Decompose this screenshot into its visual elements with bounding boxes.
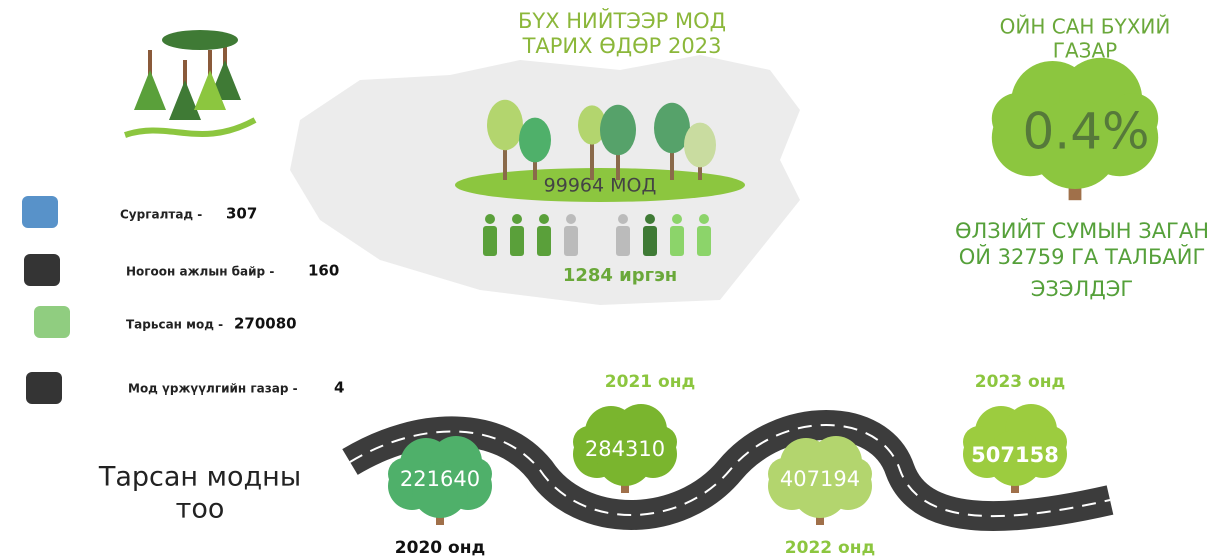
person-head bbox=[512, 214, 522, 224]
planted-title: Тарсан модны bbox=[98, 462, 301, 493]
trunk bbox=[670, 138, 674, 180]
foliage bbox=[1030, 99, 1120, 189]
decor bbox=[22, 30, 1159, 531]
trunk bbox=[533, 150, 537, 180]
trunk bbox=[698, 155, 702, 180]
year-value: 407194 bbox=[780, 467, 860, 491]
pine bbox=[194, 70, 226, 110]
stat-icon bbox=[24, 254, 60, 286]
person-head bbox=[699, 214, 709, 224]
stat-label: Тарьсан мод - bbox=[126, 318, 223, 332]
foliage bbox=[597, 430, 653, 486]
forest-desc: ОЙ 32759 ГА ТАЛБАЙГ bbox=[959, 244, 1206, 269]
citizens-count: 1284 иргэн bbox=[563, 265, 677, 286]
stat-label: Мод үржүүлгийн газар - bbox=[128, 382, 298, 396]
person-head bbox=[566, 214, 576, 224]
tree bbox=[600, 104, 636, 156]
foliage bbox=[1107, 93, 1159, 145]
year-label: 2023 онд bbox=[975, 372, 1065, 392]
person-body bbox=[483, 226, 497, 256]
stat-icon bbox=[26, 372, 62, 404]
trunk bbox=[616, 140, 620, 180]
year-label: 2022 онд bbox=[785, 538, 875, 558]
trunk bbox=[503, 135, 507, 180]
foliage bbox=[963, 426, 995, 458]
person-body bbox=[510, 226, 524, 256]
stat-value: 4 bbox=[334, 379, 344, 397]
year-label: 2020 онд bbox=[395, 538, 485, 558]
person-head bbox=[485, 214, 495, 224]
forest-title: ГАЗАР bbox=[1053, 39, 1117, 63]
year-value: 284310 bbox=[585, 437, 665, 461]
foliage bbox=[840, 458, 872, 490]
tree bbox=[684, 122, 716, 168]
stat-label: Ногоон ажлын байр - bbox=[126, 265, 274, 279]
foliage bbox=[645, 426, 677, 458]
foliage bbox=[412, 462, 468, 518]
pine bbox=[169, 80, 201, 120]
stat-value: 307 bbox=[226, 205, 257, 223]
tree bbox=[487, 99, 523, 151]
forest-desc: ӨЛЗИЙТ СУМЫН ЗАГАН bbox=[955, 218, 1209, 243]
year-value: 221640 bbox=[400, 467, 480, 491]
road-line bbox=[349, 424, 1111, 517]
planted-title: тоо bbox=[176, 494, 225, 525]
forest-title: ОЙН САН БҮХИЙ bbox=[1000, 15, 1171, 39]
foliage bbox=[987, 430, 1043, 486]
stat-value: 270080 bbox=[234, 315, 297, 333]
person-body bbox=[616, 226, 630, 256]
person-body bbox=[670, 226, 684, 256]
person-body bbox=[643, 226, 657, 256]
stat-value: 160 bbox=[308, 262, 339, 280]
foliage bbox=[768, 458, 800, 490]
stat-label: Сургалтад - bbox=[120, 208, 202, 222]
canopy bbox=[162, 30, 238, 50]
foliage bbox=[991, 93, 1043, 145]
foliage bbox=[388, 458, 420, 490]
year-label: 2021 онд bbox=[605, 372, 695, 392]
foliage bbox=[1035, 426, 1067, 458]
foliage bbox=[573, 426, 605, 458]
tree bbox=[654, 102, 690, 154]
title: ТАРИХ ӨДӨР 2023 bbox=[522, 34, 722, 58]
person-head bbox=[645, 214, 655, 224]
year-trees bbox=[388, 404, 1067, 525]
trunk bbox=[590, 135, 594, 180]
person-body bbox=[564, 226, 578, 256]
tree bbox=[578, 105, 606, 145]
forest-share: 0.4% bbox=[1022, 103, 1149, 161]
path bbox=[124, 117, 257, 138]
person-body bbox=[697, 226, 711, 256]
stat-icon bbox=[22, 196, 58, 228]
title: БҮХ НИЙТЭЭР МОД bbox=[518, 8, 726, 33]
stat-icon bbox=[34, 306, 70, 338]
trees-count: 99964 МОД bbox=[544, 175, 657, 197]
person-head bbox=[539, 214, 549, 224]
foliage bbox=[460, 458, 492, 490]
person-head bbox=[672, 214, 682, 224]
tree bbox=[519, 117, 551, 163]
year-value: 507158 bbox=[971, 443, 1059, 467]
pine bbox=[134, 70, 166, 110]
foliage bbox=[792, 462, 848, 518]
person-body bbox=[537, 226, 551, 256]
forest-desc: ЭЗЭЛДЭГ bbox=[1031, 277, 1133, 301]
person-head bbox=[618, 214, 628, 224]
